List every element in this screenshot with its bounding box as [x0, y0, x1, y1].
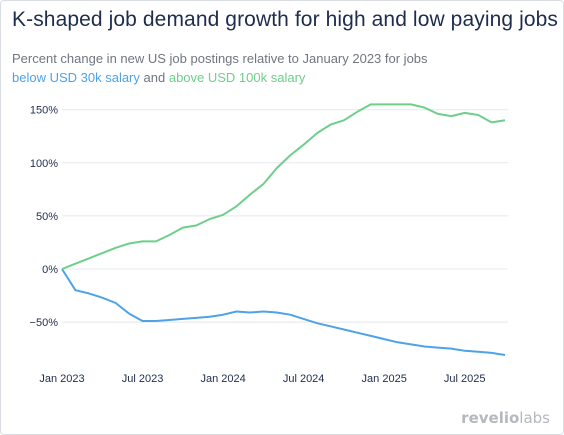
- chart-subtitle: Percent change in new US job postings re…: [12, 51, 428, 66]
- x-tick-label: Jul 2025: [444, 373, 486, 385]
- legend-high: above USD 100k salary: [168, 70, 306, 85]
- x-tick-label: Jul 2024: [283, 373, 325, 385]
- legend-low: below USD 30k salary: [12, 70, 140, 85]
- x-tick-label: Jan 2025: [362, 373, 407, 385]
- y-tick-label: 0%: [42, 264, 58, 276]
- y-tick-label: 100%: [30, 158, 58, 170]
- legend-and: and: [143, 70, 166, 85]
- y-tick-label: −50%: [30, 317, 59, 329]
- chart-title: K-shaped job demand growth for high and …: [12, 8, 559, 31]
- gridlines: [62, 109, 508, 323]
- legend: below USD 30k salary and above USD 100k …: [12, 70, 305, 85]
- x-tick-label: Jul 2023: [122, 373, 164, 385]
- y-tick-label: 50%: [36, 211, 58, 223]
- series-lines: [61, 103, 506, 356]
- x-tick-label: Jan 2024: [200, 373, 245, 385]
- logo-text-revelio: revelio: [461, 409, 520, 427]
- revelio-labs-logo: reveliolabs: [461, 409, 550, 427]
- x-axis: Jan 2023 Jul 2023 Jan 2024 Jul 2024 Jan 2025…: [39, 373, 485, 385]
- series-line-above-100k: [61, 103, 506, 270]
- series-line-below-30k: [61, 268, 506, 356]
- x-tick-label: Jan 2023: [39, 373, 84, 385]
- logo-text-labs: labs: [519, 409, 550, 427]
- y-axis: −50% 0% 50% 100% 150%: [30, 105, 59, 329]
- y-tick-label: 150%: [30, 105, 58, 117]
